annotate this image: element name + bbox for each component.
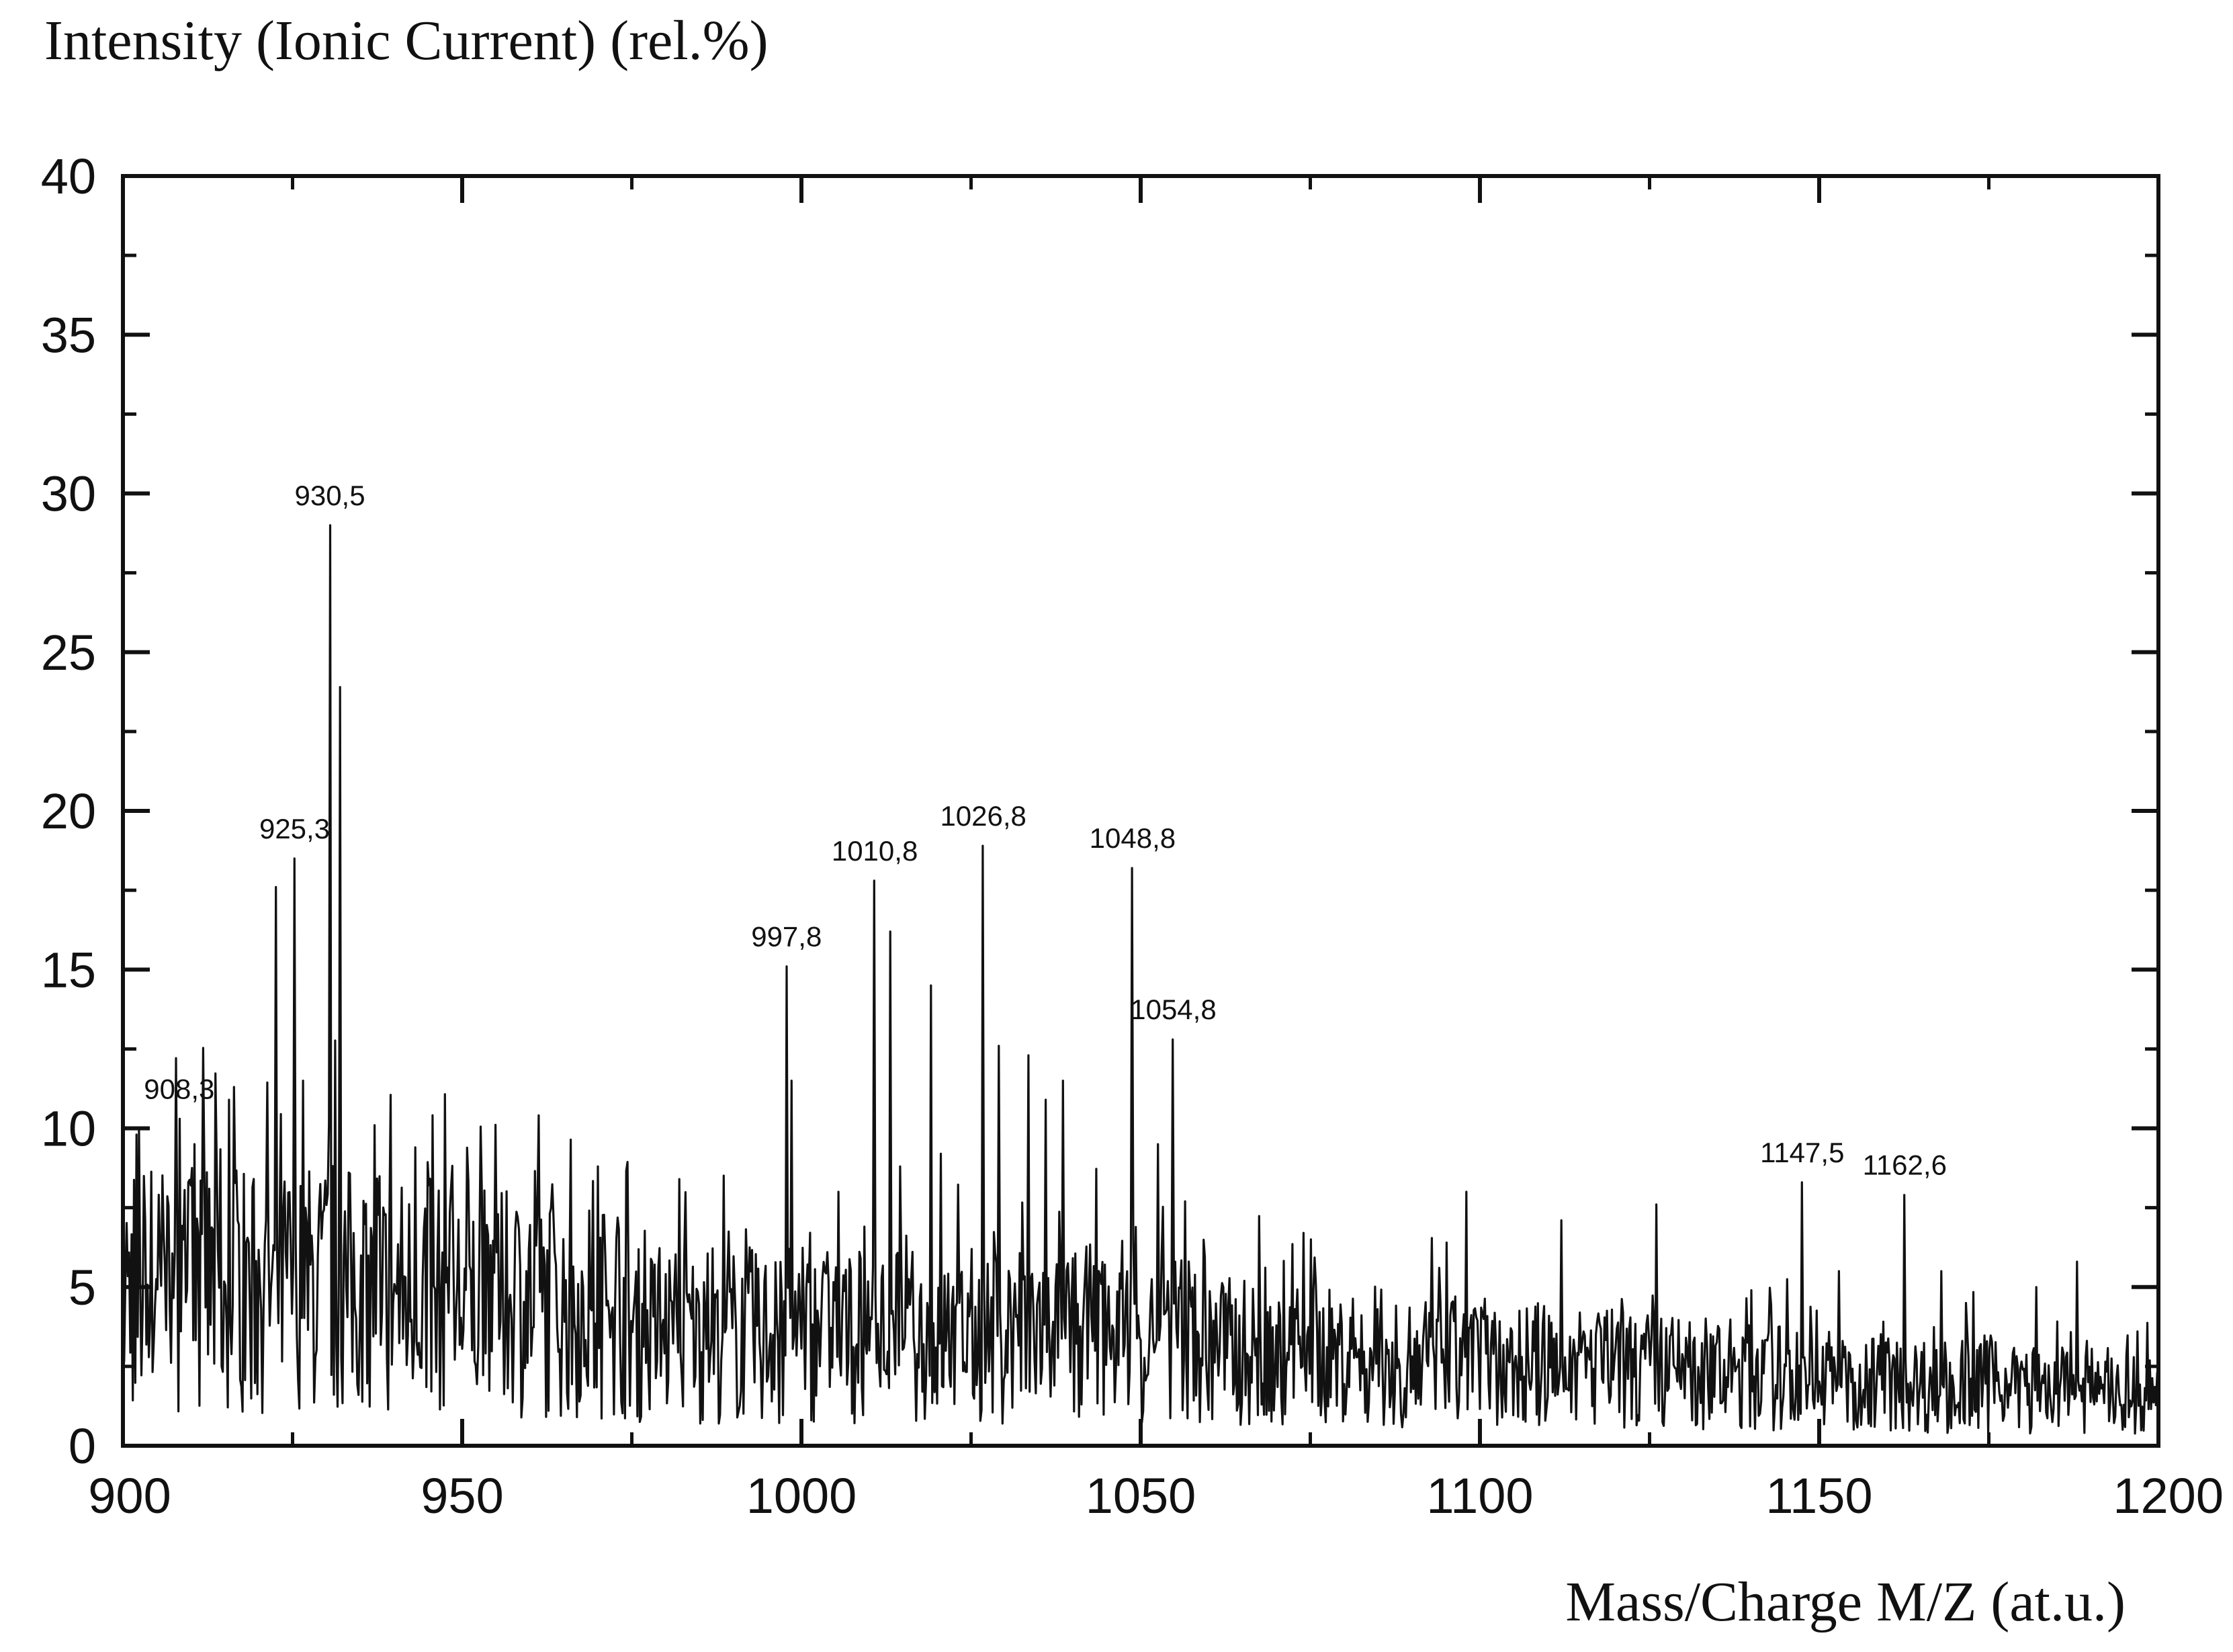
peak-label: 908,3 [144, 1073, 214, 1104]
y-tick-label: 40 [41, 148, 96, 204]
peak-label: 1048,8 [1090, 822, 1176, 854]
x-tick-label: 950 [421, 1468, 503, 1524]
peak-label: 1162,6 [1863, 1149, 1947, 1181]
peak-label: 1147,5 [1760, 1137, 1844, 1168]
x-tick-label: 1100 [1426, 1468, 1533, 1524]
y-tick-label: 15 [41, 942, 96, 998]
peak-label: 925,3 [259, 813, 330, 844]
peak-label: 1010,8 [832, 835, 918, 867]
y-tick-label: 20 [41, 783, 96, 839]
peak-annotations: 908,3 925,3 930,5 997,8 1010,8 1026,8 1048,8 10… [144, 480, 1947, 1181]
y-tick-label: 35 [41, 307, 96, 363]
peak-label: 930,5 [294, 480, 365, 511]
y-axis: 0 5 10 15 20 25 30 35 40 [41, 148, 2158, 1474]
x-axis-title: Mass/Charge M/Z (at.u.) [1565, 1571, 2126, 1633]
x-tick-label: 1050 [1086, 1468, 1196, 1524]
plot-frame [121, 174, 2160, 1448]
spectrum-line [122, 524, 2158, 1435]
x-tick-label: 1150 [1765, 1468, 1872, 1524]
y-axis-title: Intensity (Ionic Current) (rel.%) [44, 9, 769, 72]
y-tick-label: 30 [41, 466, 96, 522]
peak-label: 1026,8 [940, 800, 1026, 832]
peak-label: 997,8 [751, 921, 822, 953]
x-axis: 900 950 1000 1050 1100 1150 1200 [88, 176, 2224, 1524]
x-tick-label: 900 [88, 1468, 171, 1524]
y-tick-label: 0 [69, 1418, 96, 1474]
x-tick-label: 1000 [746, 1468, 857, 1524]
x-tick-label: 1200 [2113, 1468, 2224, 1524]
y-tick-label: 5 [69, 1260, 96, 1315]
y-tick-label: 25 [41, 625, 96, 681]
y-tick-label: 10 [41, 1101, 96, 1157]
peak-label: 1054,8 [1130, 994, 1216, 1025]
